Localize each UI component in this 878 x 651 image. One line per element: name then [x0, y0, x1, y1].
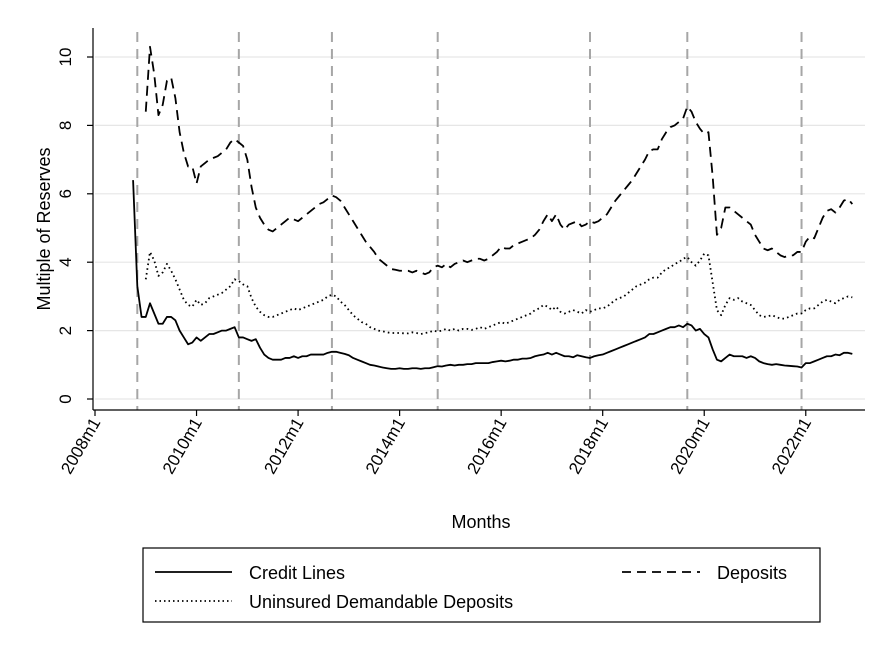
y-tick-label: 0 [56, 394, 75, 403]
reference-lines [136, 32, 803, 410]
series-line-credit-lines [132, 180, 853, 370]
y-axis-title: Multiple of Reserves [34, 147, 54, 310]
legend: Credit Lines Deposits Uninsured Demandab… [142, 547, 821, 623]
x-axis-title: Months [451, 512, 510, 532]
series-line-uninsured-demandable-deposits [144, 251, 853, 335]
legend-box [142, 547, 821, 623]
legend-label-deposits: Deposits [717, 563, 787, 583]
y-tick-label: 4 [56, 257, 75, 266]
y-tick-label: 6 [56, 189, 75, 198]
series-line-deposits [144, 45, 854, 276]
y-tick-label: 2 [56, 326, 75, 335]
y-tick-label: 8 [56, 121, 75, 130]
legend-label-credit-lines: Credit Lines [249, 563, 345, 583]
series-lines [132, 45, 854, 370]
legend-label-uninsured-demandable-deposits: Uninsured Demandable Deposits [249, 592, 513, 612]
y-tick-label: 10 [56, 48, 75, 67]
